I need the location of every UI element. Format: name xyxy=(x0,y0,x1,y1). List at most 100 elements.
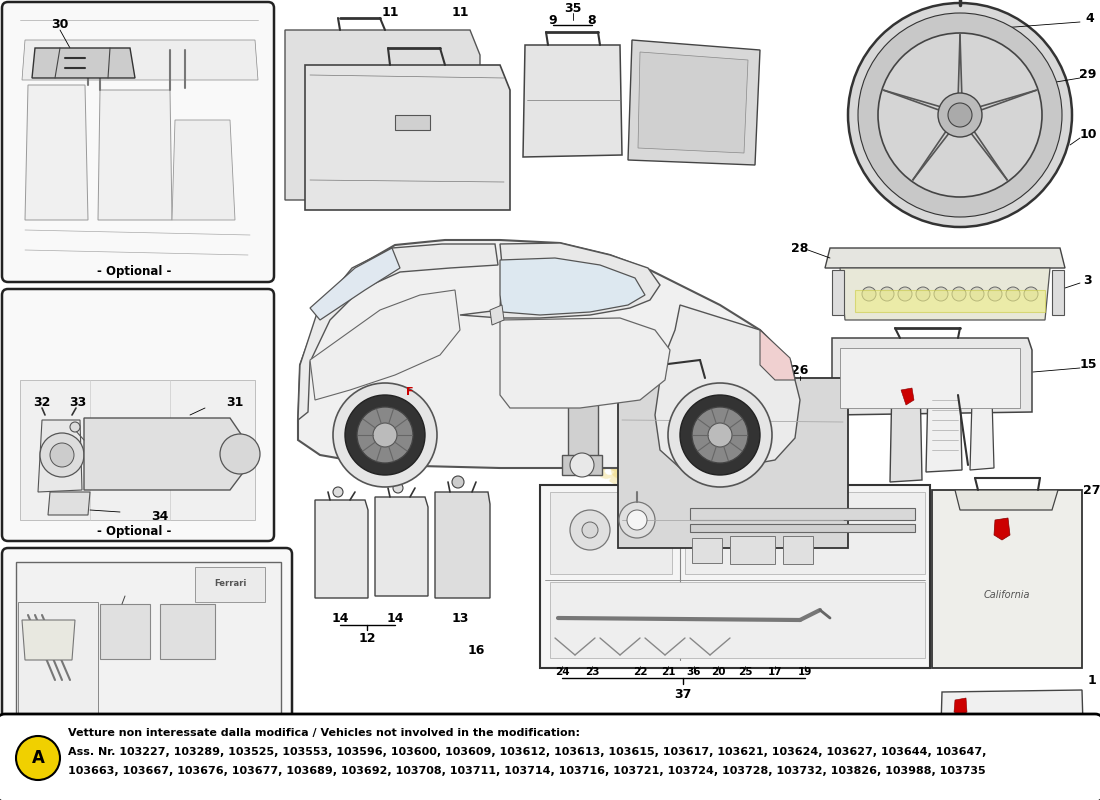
Circle shape xyxy=(619,502,654,538)
Polygon shape xyxy=(310,248,400,320)
Bar xyxy=(840,348,1020,408)
Circle shape xyxy=(680,395,760,475)
Text: 19: 19 xyxy=(101,745,116,755)
Text: 23: 23 xyxy=(585,667,600,677)
Bar xyxy=(395,115,430,130)
Bar xyxy=(100,604,150,659)
Text: 35: 35 xyxy=(564,2,582,14)
Bar xyxy=(562,455,602,475)
Circle shape xyxy=(848,3,1072,227)
Polygon shape xyxy=(890,378,922,482)
Polygon shape xyxy=(490,305,504,325)
Text: 14: 14 xyxy=(386,611,404,625)
Circle shape xyxy=(373,423,397,447)
Polygon shape xyxy=(954,698,967,716)
Polygon shape xyxy=(39,420,82,492)
Polygon shape xyxy=(825,248,1065,268)
Text: 25: 25 xyxy=(738,667,752,677)
Text: 1: 1 xyxy=(1088,674,1097,686)
Polygon shape xyxy=(22,620,75,660)
Text: 11: 11 xyxy=(382,6,398,18)
Bar xyxy=(195,567,265,602)
Circle shape xyxy=(393,483,403,493)
Polygon shape xyxy=(84,418,245,490)
Text: Ass. Nr. 103227, 103289, 103525, 103553, 103596, 103600, 103609, 103612, 103613,: Ass. Nr. 103227, 103289, 103525, 103553,… xyxy=(68,747,987,757)
Text: 103663, 103667, 103676, 103677, 103689, 103692, 103708, 103711, 103714, 103716, : 103663, 103667, 103676, 103677, 103689, … xyxy=(68,766,986,776)
Text: 28: 28 xyxy=(791,242,808,254)
Text: 36: 36 xyxy=(686,667,702,677)
Text: la performance: la performance xyxy=(374,311,726,539)
Circle shape xyxy=(345,395,425,475)
Circle shape xyxy=(988,287,1002,301)
Polygon shape xyxy=(285,30,480,200)
Text: 6: 6 xyxy=(978,366,987,378)
Text: 11: 11 xyxy=(451,6,469,18)
Polygon shape xyxy=(760,330,795,380)
Circle shape xyxy=(692,407,748,463)
Polygon shape xyxy=(628,40,760,165)
Polygon shape xyxy=(832,338,1032,415)
Text: Valid till...see description: Valid till...see description xyxy=(96,769,248,779)
Circle shape xyxy=(627,510,647,530)
Bar xyxy=(568,390,598,460)
Circle shape xyxy=(40,433,84,477)
Text: 17: 17 xyxy=(123,745,138,755)
Polygon shape xyxy=(20,380,255,520)
Polygon shape xyxy=(685,492,925,574)
Polygon shape xyxy=(460,243,660,318)
Polygon shape xyxy=(315,500,368,598)
Text: - Optional -: - Optional - xyxy=(97,266,172,278)
Circle shape xyxy=(880,287,894,301)
Polygon shape xyxy=(638,52,748,153)
Text: - Optional -: - Optional - xyxy=(97,526,172,538)
Circle shape xyxy=(570,453,594,477)
Text: 25: 25 xyxy=(235,745,251,755)
Text: 15: 15 xyxy=(1079,358,1097,371)
Bar xyxy=(692,538,722,563)
Polygon shape xyxy=(840,268,1050,320)
Text: 24: 24 xyxy=(18,745,32,755)
Polygon shape xyxy=(22,40,258,80)
Text: 5: 5 xyxy=(585,369,594,382)
Text: 8: 8 xyxy=(587,14,596,26)
Bar xyxy=(783,536,813,564)
Polygon shape xyxy=(98,90,172,220)
Text: 34: 34 xyxy=(152,510,168,523)
Circle shape xyxy=(952,287,966,301)
Circle shape xyxy=(570,510,611,550)
Polygon shape xyxy=(522,45,622,157)
Text: 33: 33 xyxy=(69,397,87,410)
Text: passione per
la performance: passione per la performance xyxy=(360,262,740,538)
Polygon shape xyxy=(901,388,914,405)
Circle shape xyxy=(898,287,912,301)
Text: 12: 12 xyxy=(359,631,376,645)
Bar xyxy=(18,602,98,732)
Text: 37: 37 xyxy=(674,687,692,701)
Circle shape xyxy=(878,33,1042,197)
Text: Ferrari: Ferrari xyxy=(708,460,751,470)
Text: F: F xyxy=(406,387,414,397)
Text: 20: 20 xyxy=(157,745,173,755)
Polygon shape xyxy=(926,386,962,472)
Circle shape xyxy=(220,434,260,474)
Text: 24: 24 xyxy=(554,667,570,677)
Text: 16: 16 xyxy=(468,643,485,657)
Polygon shape xyxy=(500,258,645,315)
Text: 30: 30 xyxy=(52,18,68,31)
Polygon shape xyxy=(940,690,1084,762)
Polygon shape xyxy=(375,497,428,596)
FancyBboxPatch shape xyxy=(0,714,1100,800)
Bar xyxy=(690,508,915,520)
Polygon shape xyxy=(48,492,90,515)
Polygon shape xyxy=(550,582,925,658)
Bar xyxy=(832,270,844,315)
Circle shape xyxy=(948,103,972,127)
Text: 9: 9 xyxy=(549,14,558,26)
Circle shape xyxy=(708,423,732,447)
Polygon shape xyxy=(172,120,235,220)
Text: 21: 21 xyxy=(41,745,55,755)
FancyBboxPatch shape xyxy=(2,2,274,282)
Polygon shape xyxy=(654,305,800,470)
Text: 7: 7 xyxy=(895,366,904,378)
Text: Ferrari: Ferrari xyxy=(213,579,246,589)
